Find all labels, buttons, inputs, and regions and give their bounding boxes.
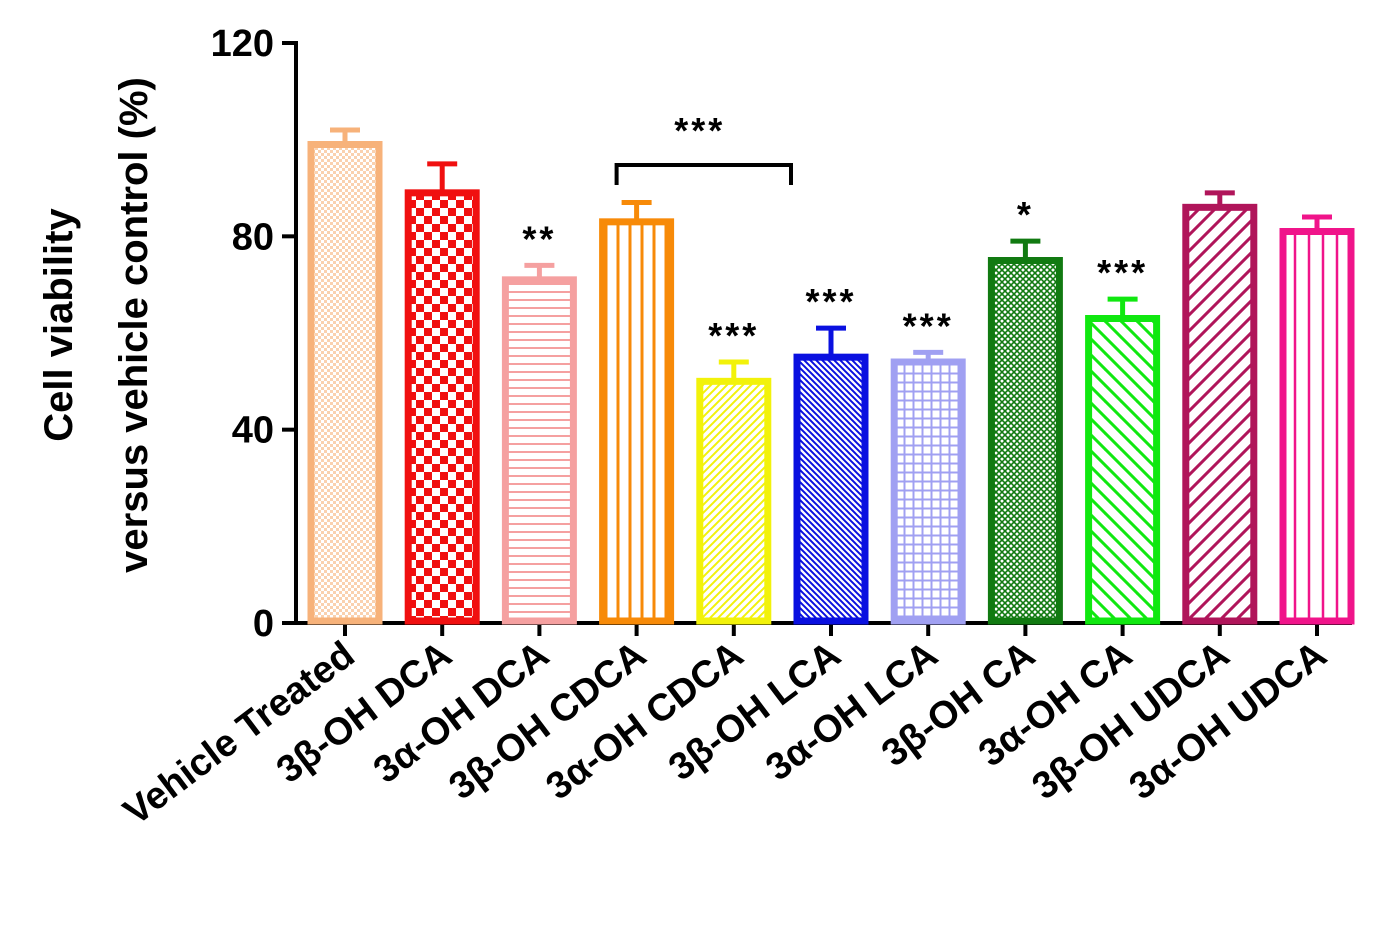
bar [793,353,869,625]
y-axis-label: Cell viability versus vehicle control (%… [37,77,156,573]
bar-group [501,262,577,625]
bracket-significance-label: *** [674,110,725,151]
bar-group [890,349,966,625]
bar [307,141,383,625]
bar-group [404,161,480,625]
bar [987,257,1063,625]
y-tick-label: 40 [232,410,274,452]
y-axis-label-line-2: versus vehicle control (%) [112,77,156,573]
significance-label: *** [708,315,759,356]
significance-label: *** [903,305,954,346]
y-tick-label: 120 [211,23,274,65]
bar [404,189,480,625]
bars-group [307,127,1355,625]
significance-label: *** [805,281,856,322]
significance-label: ** [522,218,556,259]
significance-group: ****************** [522,110,1148,356]
bar [501,276,577,625]
bar [599,218,675,625]
bar [1182,203,1258,625]
bar [696,377,772,625]
bar-group [1085,296,1161,625]
comparison-bracket [614,163,793,185]
significance-label: * [1017,194,1034,235]
bar-group [793,325,869,625]
bar-group [987,238,1063,625]
bar [1085,315,1161,625]
bar-group [599,200,675,625]
bar-group [307,127,383,625]
y-tick-label: 0 [253,603,274,645]
bar-group [696,359,772,625]
bar-group [1182,190,1258,625]
bar [1279,228,1355,625]
bar [890,358,966,625]
y-tick-label: 80 [232,216,274,258]
bar-group [1279,214,1355,625]
y-axis-label-line-1: Cell viability [37,208,81,442]
significance-label: *** [1097,252,1148,293]
